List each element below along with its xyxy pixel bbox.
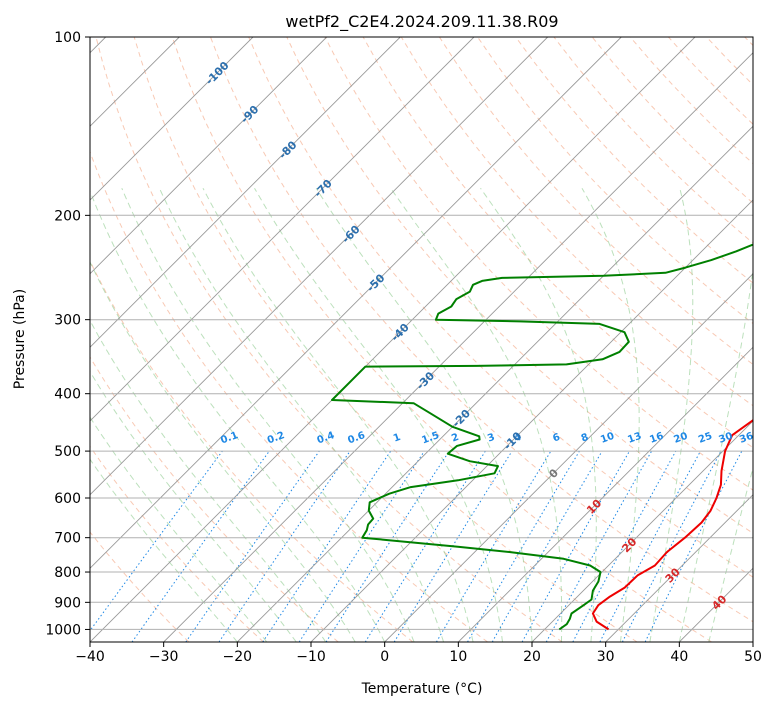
plot-area: [90, 37, 753, 642]
mixing-ratio-line: [325, 450, 450, 642]
x-tick-label: 10: [449, 649, 467, 665]
series-lines: [331, 243, 753, 631]
dry-adiabat-line: [248, 37, 753, 578]
moist-adiabat-line: [254, 187, 503, 642]
mixing-ratio-label: 36: [738, 431, 755, 446]
mixing-ratio-label: 20: [672, 431, 689, 446]
y-tick-label: 500: [54, 444, 81, 460]
grid: [90, 37, 753, 642]
mixing-ratio-label: 3: [486, 432, 496, 445]
mixing-ratio-label: 8: [580, 432, 590, 445]
isotherm-line: [163, 52, 753, 642]
x-axis: −40 −30 −20 −10 0 10 20 30 40 50: [75, 642, 762, 665]
series-line-dewpoint: [331, 243, 753, 631]
dry-adiabat-line: [438, 37, 753, 366]
mixing-ratio-label: 13: [626, 431, 643, 446]
mixing-ratio-line: [393, 450, 513, 642]
moist-adiabat-line: [390, 187, 563, 642]
mixing-ratio-line: [131, 450, 270, 642]
mixing-ratio-line: [298, 450, 425, 642]
isotherm-line: [90, 37, 328, 275]
mixing-ratio-line: [644, 450, 743, 642]
mixing-ratio-label: 10: [599, 431, 616, 446]
isotherm-line: [384, 273, 753, 642]
dry-adiabat-line: [90, 356, 339, 642]
chart-title: wetPf2_C2E4.2024.209.11.38.R09: [285, 12, 558, 32]
dry-adiabat-line: [90, 150, 488, 642]
y-tick-label: 300: [54, 313, 81, 329]
y-tick-label: 900: [54, 595, 81, 611]
moist-adiabat-line: [315, 187, 533, 642]
isotherm-line: [90, 37, 622, 569]
dry-adiabat-line: [515, 37, 753, 284]
y-axis: 100 200 300 400 500 600 700 800 900 1000: [45, 30, 90, 638]
dry-adiabat-line: [95, 37, 563, 642]
mixing-ratio-label: 2: [450, 432, 460, 445]
mixing-ratio-line: [521, 450, 630, 642]
moist-adiabat-line: [90, 189, 386, 642]
y-tick-label: 100: [54, 30, 81, 46]
dry-adiabat-line: [210, 37, 753, 623]
mixing-ratio-label: 1: [392, 432, 402, 445]
mixing-ratio-line: [185, 450, 320, 642]
mixing-ratio-label: 4: [513, 432, 523, 445]
isotherm-line: [90, 37, 401, 348]
moist-adiabat-line: [90, 260, 356, 642]
moist-adiabat-line: [678, 265, 753, 642]
mixing-ratio-line: [572, 450, 677, 642]
mixing-ratio-line: [545, 450, 653, 642]
x-tick-label: 0: [380, 649, 389, 665]
isotherm-line: [90, 37, 254, 201]
x-axis-label: Temperature (°C): [361, 681, 483, 697]
moist-adiabat-line: [480, 187, 597, 642]
x-tick-label: −10: [296, 649, 326, 665]
series-line-temperature: [591, 418, 753, 631]
plot-frame: [89, 36, 754, 643]
isotherm-line: [90, 37, 549, 496]
dry-adiabat-line: [90, 531, 190, 642]
dry-adiabat-line: [133, 37, 638, 642]
mixing-ratio-label: 6: [551, 432, 561, 445]
isotherm-line: [457, 346, 753, 642]
moist-adiabat-line: [90, 319, 327, 642]
isotherm-line: [310, 199, 753, 642]
x-tick-label: 30: [597, 649, 615, 665]
x-tick-label: −20: [223, 649, 253, 665]
x-tick-label: 50: [744, 649, 762, 665]
moist-adiabat-line: [121, 188, 415, 642]
x-tick-label: −30: [149, 649, 179, 665]
x-tick-label: 20: [523, 649, 541, 665]
isotherm-line: [90, 37, 475, 422]
mixing-ratio-label: 16: [648, 431, 665, 446]
mixing-ratio-line: [218, 450, 351, 642]
mixing-ratio-label: 30: [717, 431, 734, 446]
mixing-ratio-line: [90, 450, 223, 632]
dry-adiabat-line: [171, 37, 712, 642]
y-tick-label: 800: [54, 565, 81, 581]
y-tick-label: 200: [54, 208, 81, 224]
moist-adiabat-line: [90, 458, 238, 642]
y-tick-label: 700: [54, 531, 81, 547]
isotherm-line: [531, 420, 753, 642]
y-tick-label: 1000: [45, 622, 81, 638]
mixing-ratio-line: [262, 450, 392, 642]
isotherm-line: [90, 37, 696, 642]
y-tick-label: 600: [54, 491, 81, 507]
dry-adiabat-line: [90, 445, 264, 642]
y-tick-label: 400: [54, 387, 81, 403]
moist-adiabat-line: [202, 187, 474, 642]
isotherm-line: [605, 494, 753, 642]
mixing-ratio-label: 25: [697, 431, 714, 446]
dry-adiabat-line: [400, 37, 753, 407]
isotherm-line: [236, 125, 753, 642]
moist-adiabat-line: [649, 188, 694, 642]
moist-adiabat-line: [581, 187, 640, 642]
y-axis-label: Pressure (hPa): [12, 289, 28, 389]
x-tick-label: −40: [75, 649, 105, 665]
x-tick-label: 40: [670, 649, 688, 665]
